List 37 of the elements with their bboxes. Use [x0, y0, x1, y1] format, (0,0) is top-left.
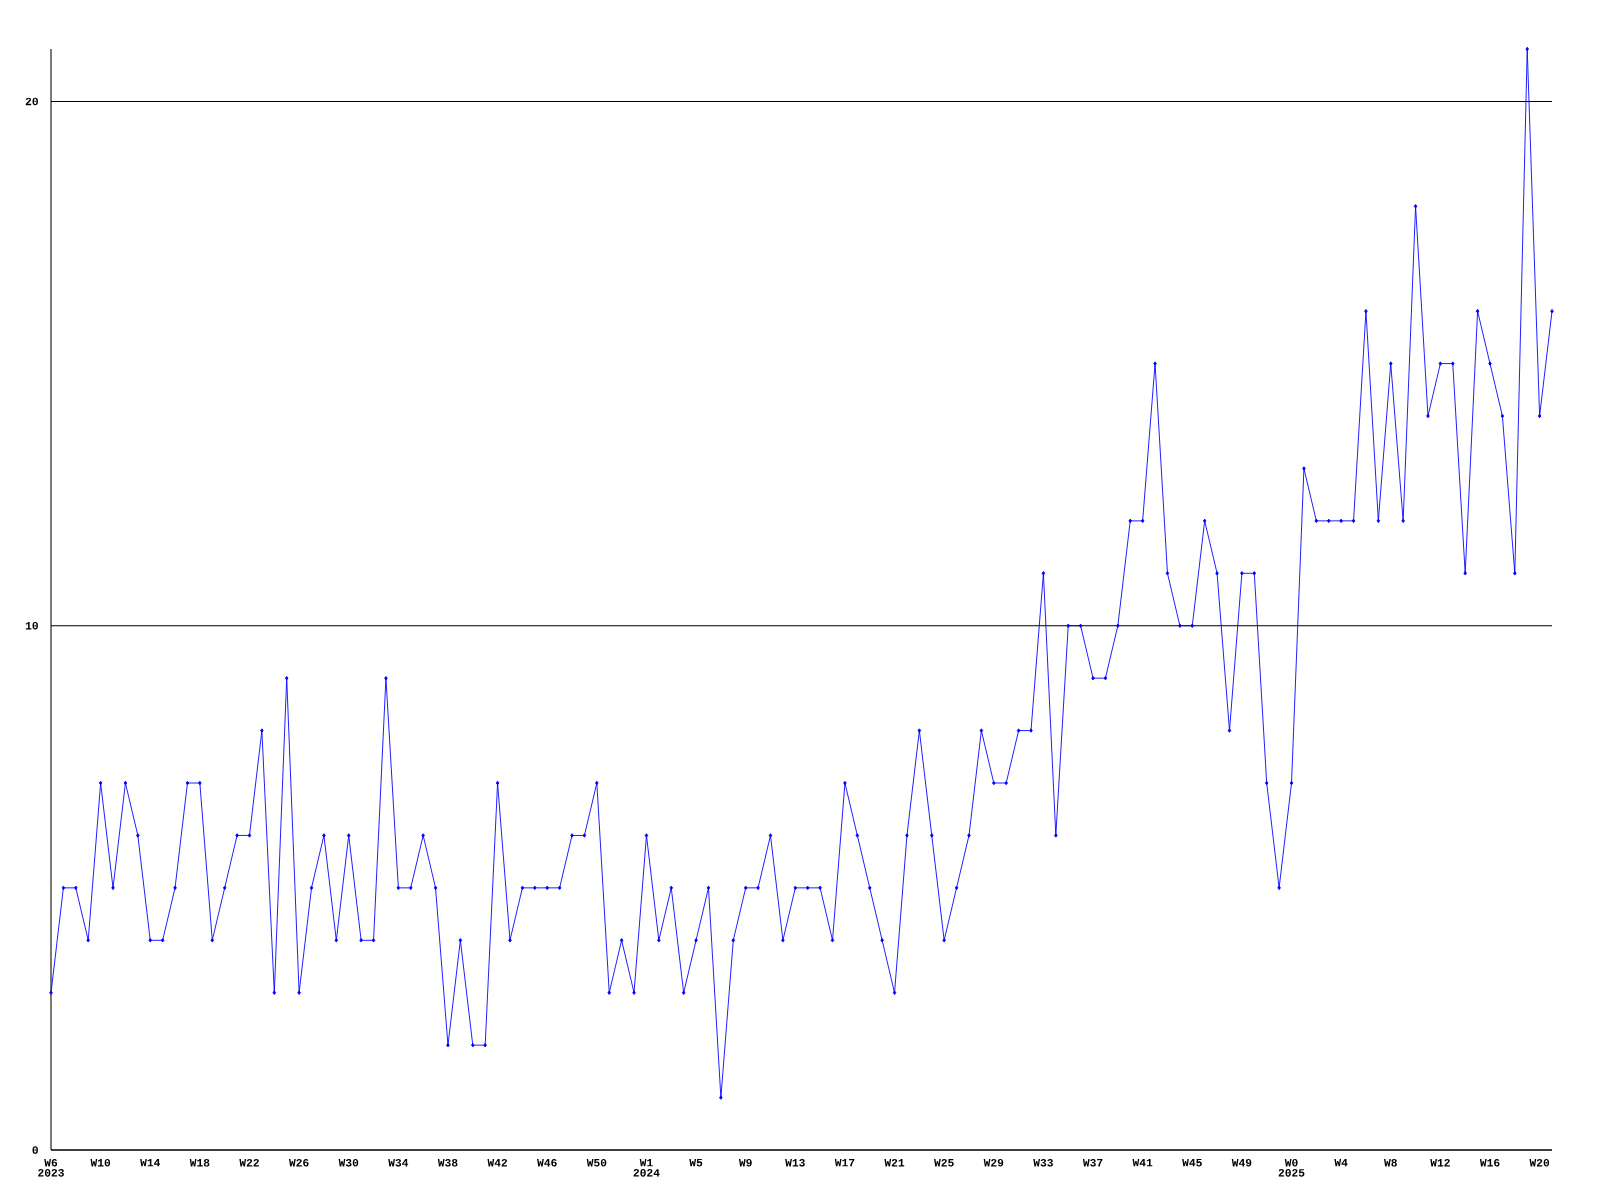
y-tick-label: 10 — [25, 621, 38, 630]
text: 2023 — [38, 1169, 64, 1177]
x-tick-label: W16 — [1479, 1158, 1500, 1167]
x-tick-label: W26 — [288, 1158, 309, 1167]
x-tick-label: W45 — [1182, 1158, 1202, 1167]
x-tick-label: W13 — [785, 1158, 805, 1167]
x-tick-label: W37 — [1082, 1158, 1103, 1167]
x-tick-label: W6 — [44, 1158, 58, 1167]
x-tick-label: W42 — [487, 1158, 508, 1167]
x-tick-label: W17 — [834, 1158, 855, 1167]
x-tick-label: W25 — [934, 1158, 954, 1167]
x-tick-label: W29 — [983, 1158, 1004, 1167]
x-tick-label: W30 — [338, 1158, 359, 1167]
x-tick-label: W20 — [1529, 1158, 1550, 1167]
x-tick-label: W49 — [1231, 1158, 1252, 1167]
x-tick-label: W38 — [437, 1158, 458, 1167]
x-tick-label: W21 — [884, 1158, 905, 1167]
y-tick-label: 0 — [32, 1146, 38, 1154]
y-tick-label: 20 — [25, 97, 38, 106]
x-tick-label: W33 — [1033, 1158, 1053, 1167]
x-tick-label: W1 — [639, 1158, 653, 1167]
x-tick-label: W0 — [1284, 1158, 1298, 1167]
text: 2024 — [633, 1169, 660, 1177]
x-tick-label: W18 — [189, 1158, 210, 1167]
x-tick-label: W46 — [537, 1158, 557, 1167]
x-tick-label: W4 — [1334, 1158, 1348, 1167]
x-tick-label: W12 — [1430, 1158, 1450, 1167]
x-tick-label: W5 — [689, 1158, 703, 1167]
x-tick-label: W22 — [239, 1158, 259, 1167]
x-tick-label: W50 — [586, 1158, 607, 1167]
x-tick-label: W8 — [1384, 1158, 1397, 1167]
text: 2025 — [1278, 1169, 1305, 1177]
x-tick-label: W9 — [738, 1158, 752, 1167]
x-tick-label: W14 — [140, 1158, 161, 1167]
x-tick-label: W34 — [388, 1158, 409, 1167]
x-tick-label: W41 — [1132, 1158, 1153, 1167]
x-tick-label: W10 — [90, 1158, 111, 1167]
